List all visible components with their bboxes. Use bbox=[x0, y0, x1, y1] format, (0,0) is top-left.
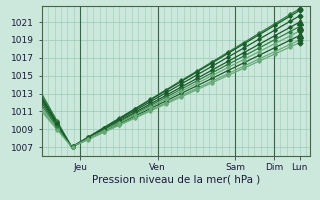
X-axis label: Pression niveau de la mer( hPa ): Pression niveau de la mer( hPa ) bbox=[92, 175, 260, 185]
